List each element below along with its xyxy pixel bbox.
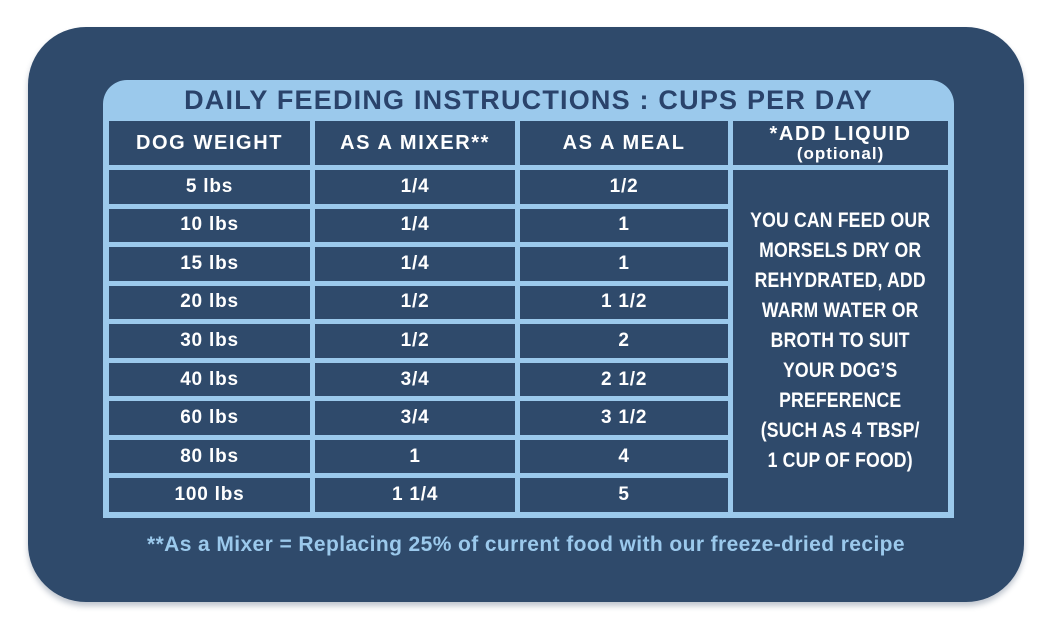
mixer-footnote: **As a Mixer = Replacing 25% of current … [147, 533, 905, 556]
feeding-table-panel: DAILY FEEDING INSTRUCTIONS : CUPS PER DA… [103, 80, 954, 518]
table-title: DAILY FEEDING INSTRUCTIONS : CUPS PER DA… [184, 85, 873, 115]
cell-as-a-meal: 2 [520, 324, 729, 358]
cell-dog-weight: 10 lbs [109, 208, 311, 243]
cell-dog-weight: 80 lbs [109, 439, 311, 474]
cell-as-a-meal: 1 1/2 [520, 285, 729, 320]
cell-as-a-mixer: 1/4 [315, 170, 516, 204]
column-header-optional-note: (optional) [796, 143, 885, 163]
cell-as-a-mixer: 3/4 [315, 401, 516, 435]
column-header-dog-weight: DOG WEIGHT [109, 121, 311, 165]
cell-as-a-meal: 1/2 [520, 170, 729, 204]
cell-as-a-meal: 3 1/2 [520, 401, 729, 435]
column-header-as-a-mixer: AS A MIXER** [315, 121, 516, 165]
cell-dog-weight: 100 lbs [109, 478, 311, 512]
cell-dog-weight: 15 lbs [109, 247, 311, 281]
cell-as-a-meal: 1 [520, 208, 729, 243]
cell-dog-weight: 60 lbs [109, 401, 311, 435]
cell-dog-weight: 5 lbs [109, 170, 311, 204]
cell-as-a-mixer: 1/2 [315, 285, 516, 320]
cell-dog-weight: 30 lbs [109, 324, 311, 358]
cell-as-a-mixer: 1 [315, 439, 516, 474]
cell-as-a-mixer: 3/4 [315, 362, 516, 397]
column-header-add-liquid-label: *ADD LIQUID [769, 122, 912, 145]
cell-as-a-mixer: 1/2 [315, 324, 516, 358]
add-liquid-note-cell: YOU CAN FEED OUR MORSELS DRY OR REHYDRAT… [733, 170, 948, 512]
column-header-add-liquid: *ADD LIQUID (optional) [733, 121, 948, 165]
cell-as-a-meal: 2 1/2 [520, 362, 729, 397]
feeding-table: DOG WEIGHT AS A MIXER** AS A MEAL *ADD L… [109, 121, 948, 512]
cell-dog-weight: 20 lbs [109, 285, 311, 320]
column-header-as-a-meal: AS A MEAL [520, 121, 729, 165]
cell-as-a-mixer: 1/4 [315, 208, 516, 243]
add-liquid-note-text: YOU CAN FEED OUR MORSELS DRY OR REHYDRAT… [750, 209, 931, 472]
feeding-guide-card: DAILY FEEDING INSTRUCTIONS : CUPS PER DA… [28, 27, 1024, 602]
cell-as-a-meal: 1 [520, 247, 729, 281]
cell-as-a-meal: 4 [520, 439, 729, 474]
cell-dog-weight: 40 lbs [109, 362, 311, 397]
cell-as-a-meal: 5 [520, 478, 729, 512]
cell-as-a-mixer: 1/4 [315, 247, 516, 281]
cell-as-a-mixer: 1 1/4 [315, 478, 516, 512]
